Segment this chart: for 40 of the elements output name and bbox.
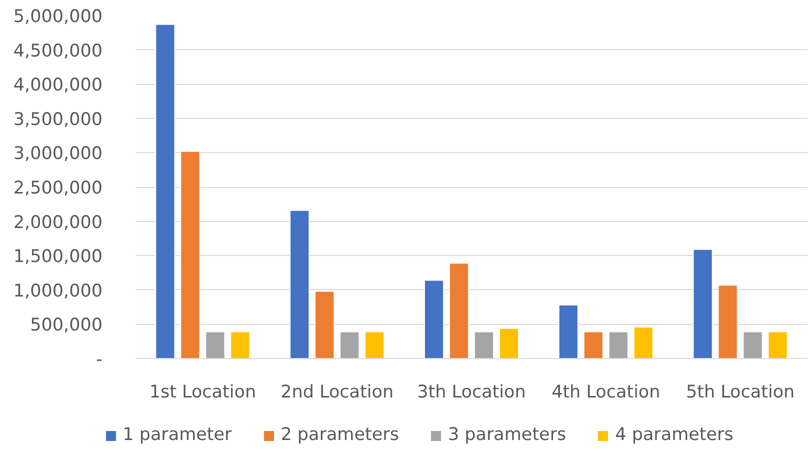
x-tick-label: 1st Location bbox=[149, 382, 256, 402]
y-tick-label: - bbox=[96, 350, 103, 370]
x-tick-label: 3th Location bbox=[417, 382, 526, 402]
bar bbox=[474, 331, 494, 358]
bar bbox=[608, 331, 628, 358]
bar bbox=[340, 331, 360, 358]
x-tick-label: 2nd Location bbox=[280, 382, 394, 402]
bar bbox=[155, 24, 176, 358]
y-tick-label: 500,000 bbox=[30, 316, 103, 336]
y-tick-label: 4,500,000 bbox=[13, 41, 103, 62]
legend-label: 3 parameters bbox=[448, 424, 566, 447]
bar bbox=[230, 331, 250, 358]
legend-label: 1 parameter bbox=[122, 424, 232, 447]
y-tick-label: 5,000,000 bbox=[13, 7, 103, 27]
x-tick-label: 4th Location bbox=[552, 382, 660, 402]
y-tick-label: 3,000,000 bbox=[13, 144, 103, 164]
bar bbox=[692, 248, 713, 358]
bar bbox=[180, 150, 200, 358]
y-tick-label: 1,000,000 bbox=[13, 281, 103, 302]
bar bbox=[314, 290, 335, 358]
y-tick-label: 4,000,000 bbox=[13, 76, 103, 96]
bar bbox=[718, 284, 738, 358]
bar bbox=[364, 331, 385, 358]
legend-label: 4 parameters bbox=[615, 424, 734, 447]
y-tick-label: 3,500,000 bbox=[13, 110, 103, 130]
y-tick-label: 1,500,000 bbox=[13, 247, 103, 268]
bar bbox=[205, 331, 226, 358]
bar bbox=[742, 331, 763, 358]
y-tick-label: 2,000,000 bbox=[13, 212, 103, 233]
bar bbox=[633, 326, 654, 358]
x-tick-label: 5th Location bbox=[686, 382, 795, 402]
y-tick-label: 2,500,000 bbox=[13, 178, 103, 198]
legend-label: 2 parameters bbox=[280, 424, 399, 447]
bar bbox=[768, 331, 788, 358]
bar bbox=[558, 304, 578, 358]
bar bbox=[448, 262, 470, 358]
bar bbox=[424, 280, 444, 358]
bar bbox=[498, 328, 520, 358]
bar bbox=[583, 331, 604, 358]
bar bbox=[290, 210, 310, 358]
